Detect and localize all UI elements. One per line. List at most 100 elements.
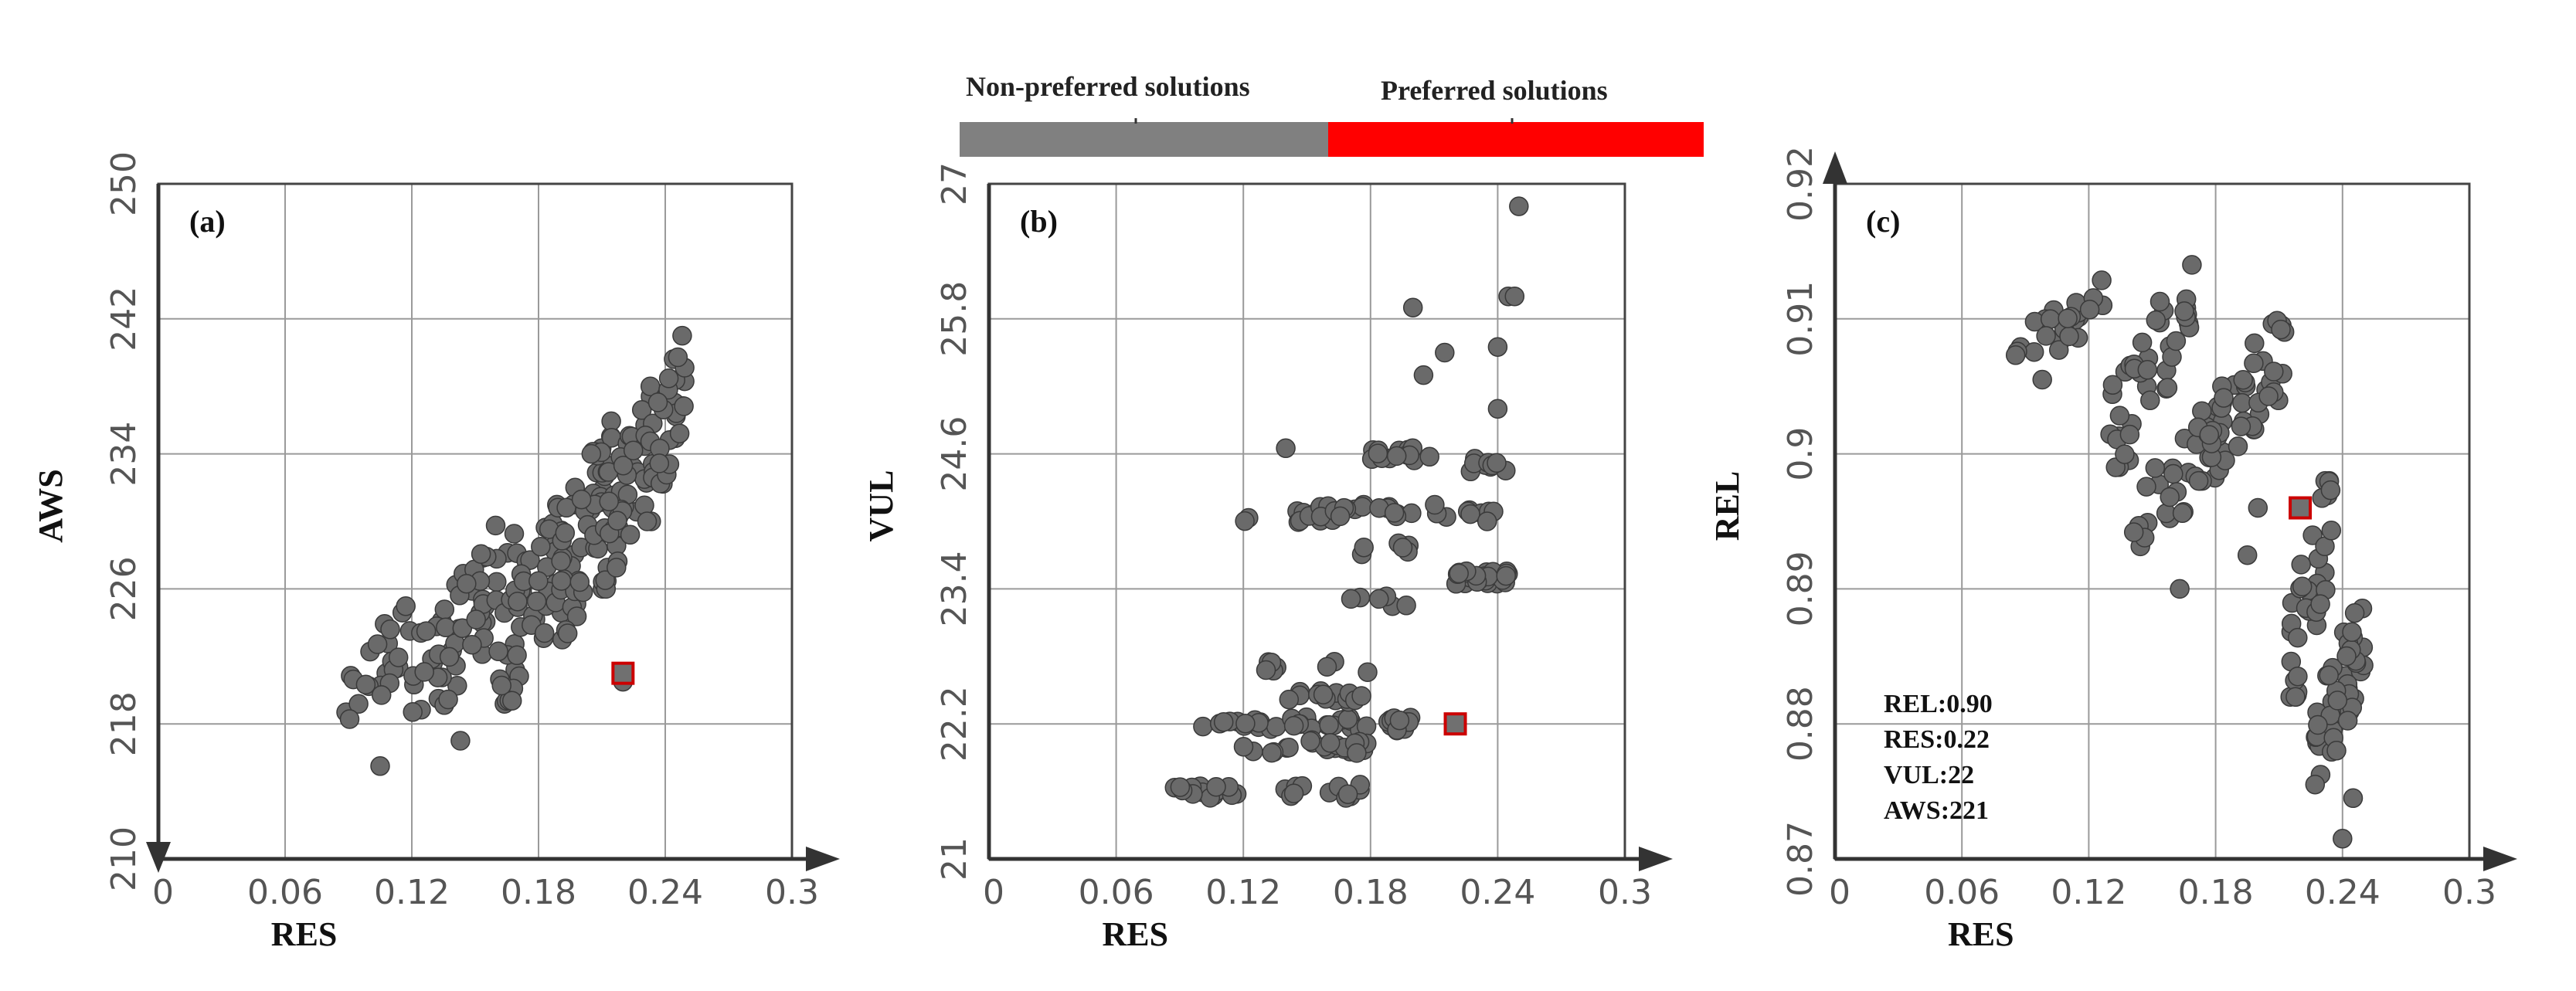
panel-label: (b) xyxy=(1020,204,1058,239)
solution-point xyxy=(2264,361,2284,382)
solution-point xyxy=(2244,353,2264,374)
solution-point xyxy=(2310,594,2330,614)
solution-point xyxy=(1358,662,1378,682)
solution-point xyxy=(2336,646,2357,667)
solution-point xyxy=(2337,711,2358,731)
solution-point xyxy=(2326,741,2347,761)
solution-point xyxy=(2248,497,2268,518)
x-tick-label: 0.06 xyxy=(247,873,323,912)
solution-point xyxy=(1319,714,1339,735)
solution-point xyxy=(438,689,458,710)
solution-point xyxy=(620,524,641,545)
solution-point xyxy=(658,368,679,389)
solution-point xyxy=(1256,660,1276,680)
solution-point xyxy=(1206,776,1226,797)
solution-point xyxy=(1425,494,1445,515)
solution-point xyxy=(555,523,576,543)
panel-label: (a) xyxy=(189,204,226,239)
y-tick-label: 0.9 xyxy=(1781,427,1820,481)
y-tick-label: 218 xyxy=(104,691,144,756)
solution-point xyxy=(672,325,692,346)
y-axis-label: VUL xyxy=(862,470,900,542)
y-axis-arrow xyxy=(146,842,171,873)
solution-point xyxy=(2182,255,2202,275)
solution-point xyxy=(566,606,587,626)
solution-point xyxy=(2048,340,2069,360)
solution-point xyxy=(2245,333,2265,354)
solution-point xyxy=(370,756,390,776)
solution-point xyxy=(1300,731,1320,752)
solution-point xyxy=(414,662,434,682)
solution-point xyxy=(2302,525,2323,545)
legend: Non-preferred solutions Preferred soluti… xyxy=(960,71,1704,157)
annotation-rel: REL:0.90 xyxy=(1884,690,1993,718)
x-tick-labels: 0 0.06 0.12 0.18 0.24 0.3 xyxy=(983,873,1652,912)
y-tick-label: 250 xyxy=(104,151,144,216)
solution-point xyxy=(491,675,511,696)
legend-swatch-preferred xyxy=(1328,122,1704,157)
solution-point xyxy=(1352,497,1373,517)
y-axis-arrow xyxy=(1823,151,1847,184)
solution-point xyxy=(1496,565,1516,586)
solution-point xyxy=(339,709,360,729)
solution-point xyxy=(2305,774,2326,795)
solution-point xyxy=(1235,713,1256,734)
y-tick-label: 27 xyxy=(935,162,974,205)
solution-point xyxy=(520,550,540,570)
annotation-vul: VUL:22 xyxy=(1884,761,1974,789)
solution-point xyxy=(1392,538,1413,558)
solution-point xyxy=(631,400,652,420)
y-tick-label: 21 xyxy=(935,837,974,881)
solution-point xyxy=(355,674,376,695)
solution-point xyxy=(507,645,527,666)
x-tick-label: 0.18 xyxy=(1333,873,1409,912)
x-tick-label: 0.12 xyxy=(2051,873,2126,912)
x-tick-labels: 0 0.06 0.12 0.18 0.24 0.3 xyxy=(1829,873,2496,912)
solution-point xyxy=(447,675,467,696)
solution-point xyxy=(669,423,690,443)
annotation-res: RES:0.22 xyxy=(1884,725,1990,754)
solution-point xyxy=(2258,386,2279,406)
solution-point xyxy=(526,591,547,612)
solution-point xyxy=(2005,345,2026,365)
solution-point xyxy=(2342,622,2362,643)
solution-point xyxy=(2321,521,2342,541)
solution-point xyxy=(2109,406,2130,426)
solution-point xyxy=(485,515,506,536)
scatter-points xyxy=(2005,255,2374,849)
y-tick-labels: 210 218 226 234 242 250 xyxy=(104,151,144,891)
solution-point xyxy=(1337,784,1358,804)
solution-point xyxy=(2288,627,2308,648)
solution-point xyxy=(487,572,507,592)
solution-point xyxy=(450,731,471,751)
solution-point xyxy=(1351,686,1371,706)
legend-label-preferred: Preferred solutions xyxy=(1381,75,1608,106)
solution-point xyxy=(2174,301,2194,321)
solution-point xyxy=(1368,443,1388,463)
solution-point xyxy=(2160,487,2180,507)
solution-point xyxy=(599,491,619,511)
solution-point xyxy=(1279,689,1300,710)
solution-point xyxy=(2170,579,2190,599)
solution-point xyxy=(371,685,392,705)
solution-point xyxy=(2115,444,2135,464)
preferred-solution-marker xyxy=(2289,496,2313,520)
solution-point xyxy=(2192,401,2212,421)
x-axis-arrow xyxy=(806,847,840,871)
solution-point xyxy=(2288,666,2308,687)
solution-point xyxy=(601,411,621,432)
solution-point xyxy=(674,396,694,416)
x-axis-arrow xyxy=(1639,847,1673,871)
solution-point xyxy=(2157,378,2178,398)
legend-label-non-preferred: Non-preferred solutions xyxy=(966,71,1250,102)
x-tick-label: 0.06 xyxy=(1924,873,2000,912)
solution-point xyxy=(2149,291,2170,312)
x-tick-label: 0.12 xyxy=(1205,873,1281,912)
solution-point xyxy=(1317,657,1337,677)
solution-point xyxy=(416,621,437,641)
axes xyxy=(987,182,1673,871)
y-tick-label: 0.92 xyxy=(1781,146,1820,222)
solution-point xyxy=(634,495,654,516)
solution-point xyxy=(388,647,409,667)
